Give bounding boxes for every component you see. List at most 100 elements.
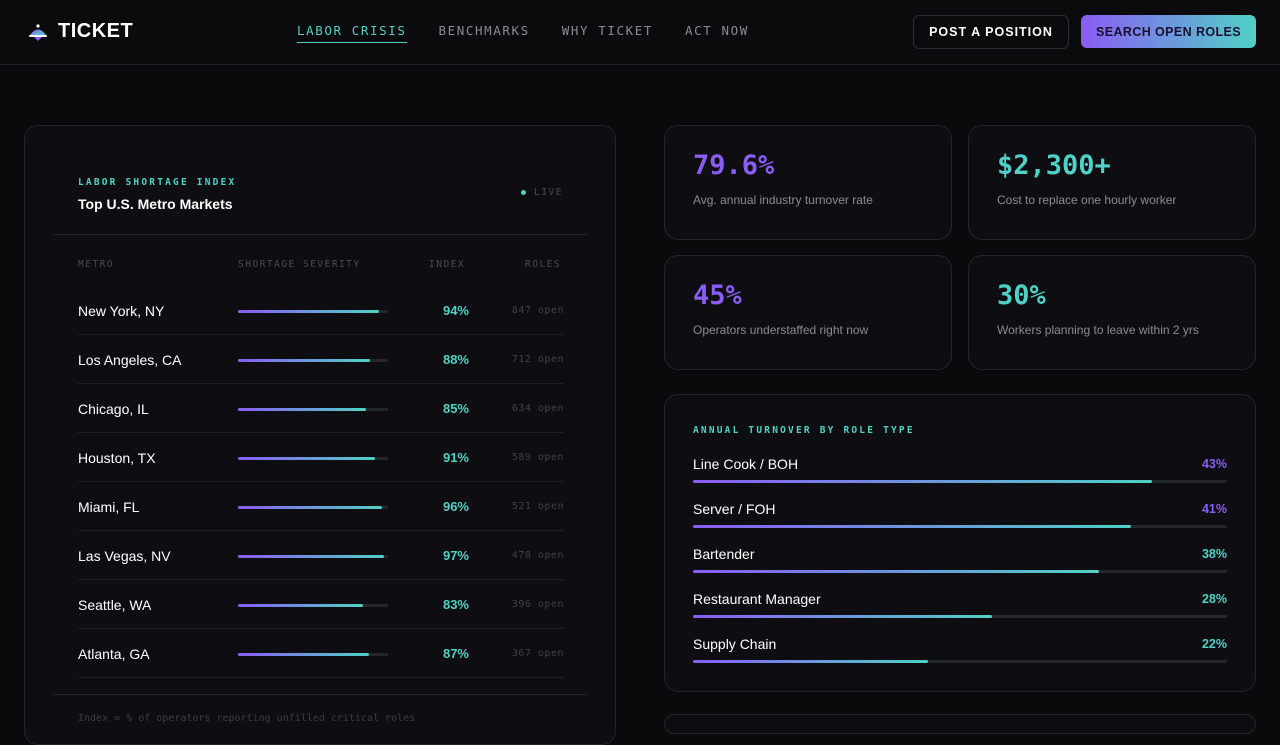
severity-bar-fill: [238, 506, 382, 509]
severity-bar-fill: [238, 555, 384, 558]
panel-eyebrow: LABOR SHORTAGE INDEX: [78, 177, 237, 188]
stat-label: Operators understaffed right now: [693, 323, 869, 337]
search-open-roles-button[interactable]: SEARCH OPEN ROLES: [1081, 15, 1256, 48]
role-pct: 38%: [1201, 547, 1227, 561]
severity-bar: [238, 506, 388, 509]
roles-count: 367 open: [511, 648, 564, 659]
stat-value: 79.6%: [693, 150, 775, 181]
brand-logo[interactable]: TICKET: [28, 20, 133, 43]
severity-bar: [238, 653, 388, 656]
metro-name: New York, NY: [78, 303, 165, 319]
stat-card-replace-cost: $2,300+ Cost to replace one hourly worke…: [968, 125, 1256, 240]
nav-link-benchmarks[interactable]: BENCHMARKS: [438, 23, 530, 38]
role-pct: 22%: [1201, 637, 1227, 651]
metro-table: New York, NY 94% 847 open Los Angeles, C…: [78, 286, 564, 678]
nav-link-why-ticket[interactable]: WHY TICKET: [561, 23, 654, 38]
role-name: Server / FOH: [693, 501, 776, 517]
turnover-bar-fill: [693, 570, 1099, 573]
role-pct: 28%: [1201, 592, 1227, 606]
severity-bar: [238, 310, 388, 313]
main-nav: LABOR CRISIS BENCHMARKS WHY TICKET ACT N…: [297, 23, 749, 43]
table-row[interactable]: Seattle, WA 83% 396 open: [78, 580, 564, 629]
table-row[interactable]: Las Vegas, NV 97% 478 open: [78, 531, 564, 580]
index-value: 85%: [442, 401, 469, 416]
metro-name: Seattle, WA: [78, 597, 152, 613]
col-head-metro: METRO: [78, 259, 115, 270]
turnover-eyebrow: ANNUAL TURNOVER BY ROLE TYPE: [693, 425, 915, 436]
turnover-by-role-panel: ANNUAL TURNOVER BY ROLE TYPE Line Cook /…: [664, 394, 1256, 692]
turnover-bar: [693, 660, 1227, 663]
severity-bar-fill: [238, 310, 379, 313]
turnover-bar: [693, 570, 1227, 573]
index-value: 91%: [442, 450, 469, 465]
col-head-roles: ROLES: [525, 259, 562, 270]
turnover-list: Line Cook / BOH 43% Server / FOH 41% Bar…: [693, 454, 1227, 679]
table-row[interactable]: Atlanta, GA 87% 367 open: [78, 629, 564, 678]
turnover-bar: [693, 615, 1227, 618]
turnover-bar: [693, 525, 1227, 528]
table-row[interactable]: Miami, FL 96% 521 open: [78, 482, 564, 531]
index-value: 88%: [442, 352, 469, 367]
role-pct: 43%: [1201, 457, 1227, 471]
roles-count: 634 open: [511, 403, 564, 414]
severity-bar-fill: [238, 604, 363, 607]
live-indicator: LIVE: [521, 187, 563, 198]
index-value: 94%: [442, 303, 469, 318]
brand-name: TICKET: [58, 20, 134, 42]
stat-card-understaffed: 45% Operators understaffed right now: [664, 255, 952, 370]
stat-value: 30%: [997, 280, 1046, 311]
stat-card-turnover: 79.6% Avg. annual industry turnover rate: [664, 125, 952, 240]
live-dot-icon: [521, 190, 527, 195]
severity-bar: [238, 555, 388, 558]
severity-bar: [238, 408, 388, 411]
roles-count: 521 open: [511, 501, 564, 512]
turnover-bar-fill: [693, 615, 993, 618]
panel-title: Top U.S. Metro Markets: [78, 196, 233, 212]
severity-bar: [238, 359, 388, 362]
labor-shortage-panel: LABOR SHORTAGE INDEX Top U.S. Metro Mark…: [24, 125, 616, 745]
role-name: Restaurant Manager: [693, 591, 821, 607]
metro-name: Las Vegas, NV: [78, 548, 171, 564]
severity-bar: [238, 604, 388, 607]
live-label: LIVE: [534, 187, 563, 198]
severity-bar-fill: [238, 408, 366, 411]
top-nav: TICKET LABOR CRISIS BENCHMARKS WHY TICKE…: [0, 0, 1280, 65]
index-value: 97%: [442, 548, 469, 563]
table-row[interactable]: Chicago, IL 85% 634 open: [78, 384, 564, 433]
index-value: 96%: [442, 499, 469, 514]
role-name: Line Cook / BOH: [693, 456, 799, 472]
post-position-button[interactable]: POST A POSITION: [913, 15, 1069, 49]
divider: [54, 694, 587, 695]
list-item: Supply Chain 22%: [693, 634, 1227, 679]
metro-name: Chicago, IL: [78, 401, 149, 417]
table-row[interactable]: Houston, TX 91% 589 open: [78, 433, 564, 482]
nav-link-labor-crisis[interactable]: LABOR CRISIS: [297, 23, 407, 43]
roles-count: 712 open: [511, 354, 564, 365]
metro-name: Houston, TX: [78, 450, 156, 466]
index-value: 83%: [442, 597, 469, 612]
stat-label: Cost to replace one hourly worker: [997, 193, 1177, 207]
nav-link-act-now[interactable]: ACT NOW: [685, 23, 749, 38]
severity-bar-fill: [238, 359, 370, 362]
roles-count: 478 open: [511, 550, 564, 561]
severity-bar-fill: [238, 653, 369, 656]
roles-count: 847 open: [511, 305, 564, 316]
role-name: Bartender: [693, 546, 755, 562]
roles-count: 589 open: [511, 452, 564, 463]
col-head-index: INDEX: [429, 259, 466, 270]
severity-bar-fill: [238, 457, 375, 460]
stat-label: Avg. annual industry turnover rate: [693, 193, 873, 207]
cloche-icon: [29, 23, 47, 41]
table-row[interactable]: New York, NY 94% 847 open: [78, 286, 564, 335]
stat-label: Workers planning to leave within 2 yrs: [997, 323, 1199, 337]
list-item: Server / FOH 41%: [693, 499, 1227, 544]
col-head-severity: SHORTAGE SEVERITY: [238, 259, 361, 270]
turnover-bar: [693, 480, 1227, 483]
stat-card-leaving: 30% Workers planning to leave within 2 y…: [968, 255, 1256, 370]
turnover-bar-fill: [693, 660, 928, 663]
turnover-bar-fill: [693, 525, 1131, 528]
table-row[interactable]: Los Angeles, CA 88% 712 open: [78, 335, 564, 384]
next-panel-edge: [664, 714, 1256, 734]
stat-value: $2,300+: [997, 150, 1111, 181]
metro-name: Los Angeles, CA: [78, 352, 182, 368]
